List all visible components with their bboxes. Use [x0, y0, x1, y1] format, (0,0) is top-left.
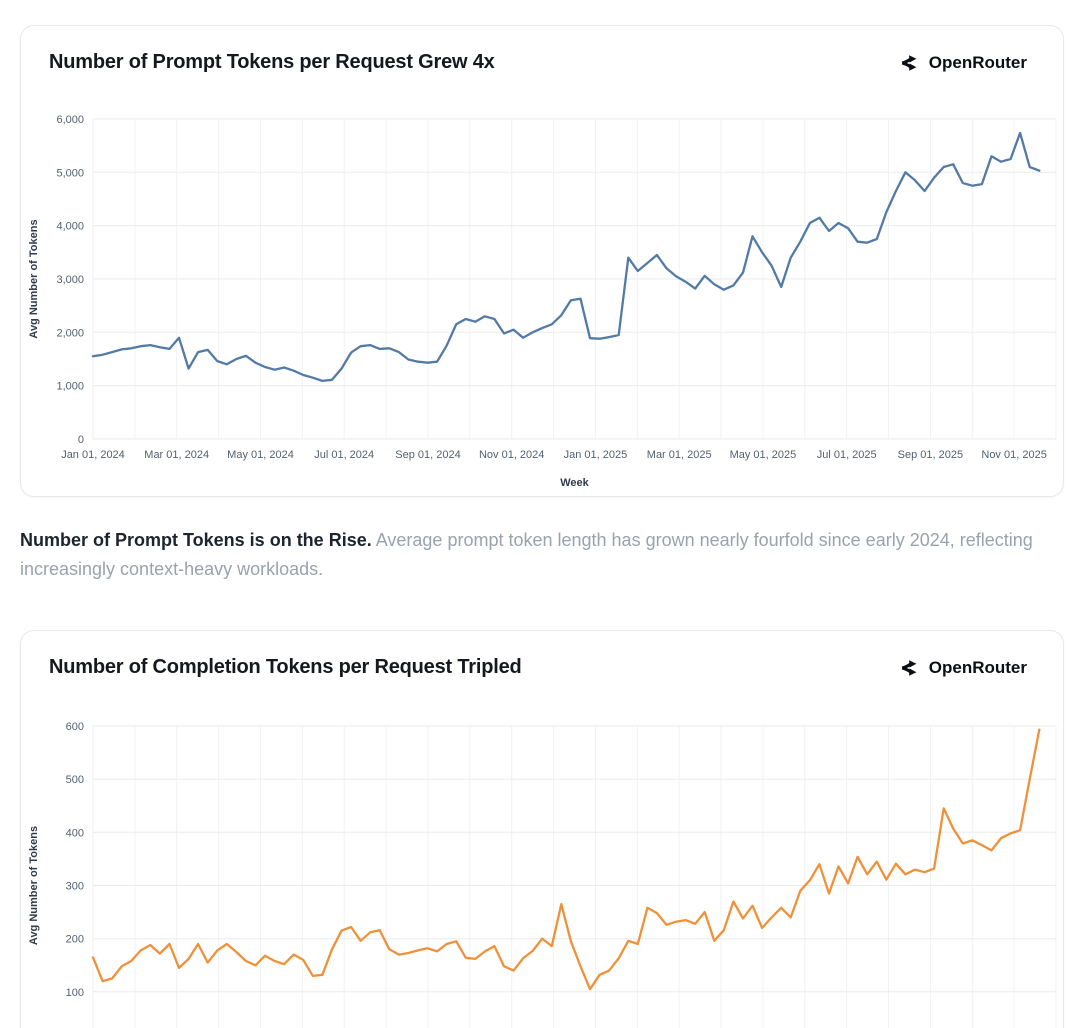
svg-text:Week: Week	[560, 477, 589, 489]
svg-text:5,000: 5,000	[56, 167, 84, 179]
svg-text:Jan 01, 2025: Jan 01, 2025	[564, 449, 628, 461]
completion-tokens-card: Number of Completion Tokens per Request …	[20, 630, 1064, 1028]
svg-text:1,000: 1,000	[56, 381, 84, 393]
prompt-tokens-card: Number of Prompt Tokens per Request Grew…	[20, 25, 1064, 497]
svg-text:500: 500	[66, 774, 84, 786]
caption-lead: Number of Prompt Tokens is on the Rise.	[20, 530, 372, 550]
svg-text:Mar 01, 2025: Mar 01, 2025	[647, 449, 712, 461]
svg-text:Sep 01, 2025: Sep 01, 2025	[898, 449, 963, 461]
svg-text:300: 300	[66, 881, 84, 893]
svg-text:Jan 01, 2024: Jan 01, 2024	[61, 449, 125, 461]
svg-text:600: 600	[66, 721, 84, 733]
svg-text:May 01, 2024: May 01, 2024	[227, 449, 294, 461]
chart-title: Number of Prompt Tokens per Request Grew…	[49, 51, 495, 73]
svg-text:Nov 01, 2025: Nov 01, 2025	[981, 449, 1046, 461]
svg-text:Avg Number of Tokens: Avg Number of Tokens	[28, 826, 40, 945]
svg-text:400: 400	[66, 827, 84, 839]
svg-text:Sep 01, 2024: Sep 01, 2024	[395, 449, 460, 461]
card-header: Number of Prompt Tokens per Request Grew…	[21, 26, 1063, 74]
svg-text:6,000: 6,000	[56, 114, 84, 126]
openrouter-brand: OpenRouter	[899, 52, 1027, 74]
svg-text:Nov 01, 2024: Nov 01, 2024	[479, 449, 544, 461]
openrouter-brand-label: OpenRouter	[928, 657, 1027, 677]
prompt-tokens-line-chart: 0 1,000 2,000 3,000 4,000 5,000 6,000 Jan 01, 2…	[28, 114, 1057, 489]
openrouter-logo-icon	[899, 657, 921, 679]
caption-body: Average prompt token length has grown ne…	[20, 530, 1033, 579]
svg-text:Mar 01, 2024: Mar 01, 2024	[144, 449, 209, 461]
svg-text:Jul 01, 2025: Jul 01, 2025	[817, 449, 877, 461]
openrouter-brand-label: OpenRouter	[928, 52, 1027, 72]
svg-text:0: 0	[78, 434, 84, 446]
svg-text:May 01, 2025: May 01, 2025	[730, 449, 797, 461]
svg-text:Avg Number of Tokens: Avg Number of Tokens	[28, 219, 40, 338]
caption: Number of Prompt Tokens is on the Rise. …	[20, 526, 1064, 584]
svg-text:Jul 01, 2024: Jul 01, 2024	[314, 449, 374, 461]
svg-text:200: 200	[66, 934, 84, 946]
svg-text:3,000: 3,000	[56, 274, 84, 286]
card-header: Number of Completion Tokens per Request …	[21, 631, 1063, 679]
chart-title: Number of Completion Tokens per Request …	[49, 656, 522, 678]
svg-text:100: 100	[66, 987, 84, 999]
svg-text:4,000: 4,000	[56, 221, 84, 233]
completion-tokens-line-chart: 100 200 300 400 500 600 Avg Number of Tokens	[28, 721, 1057, 1028]
svg-text:2,000: 2,000	[56, 327, 84, 339]
openrouter-brand: OpenRouter	[899, 657, 1027, 679]
openrouter-logo-icon	[899, 52, 921, 74]
